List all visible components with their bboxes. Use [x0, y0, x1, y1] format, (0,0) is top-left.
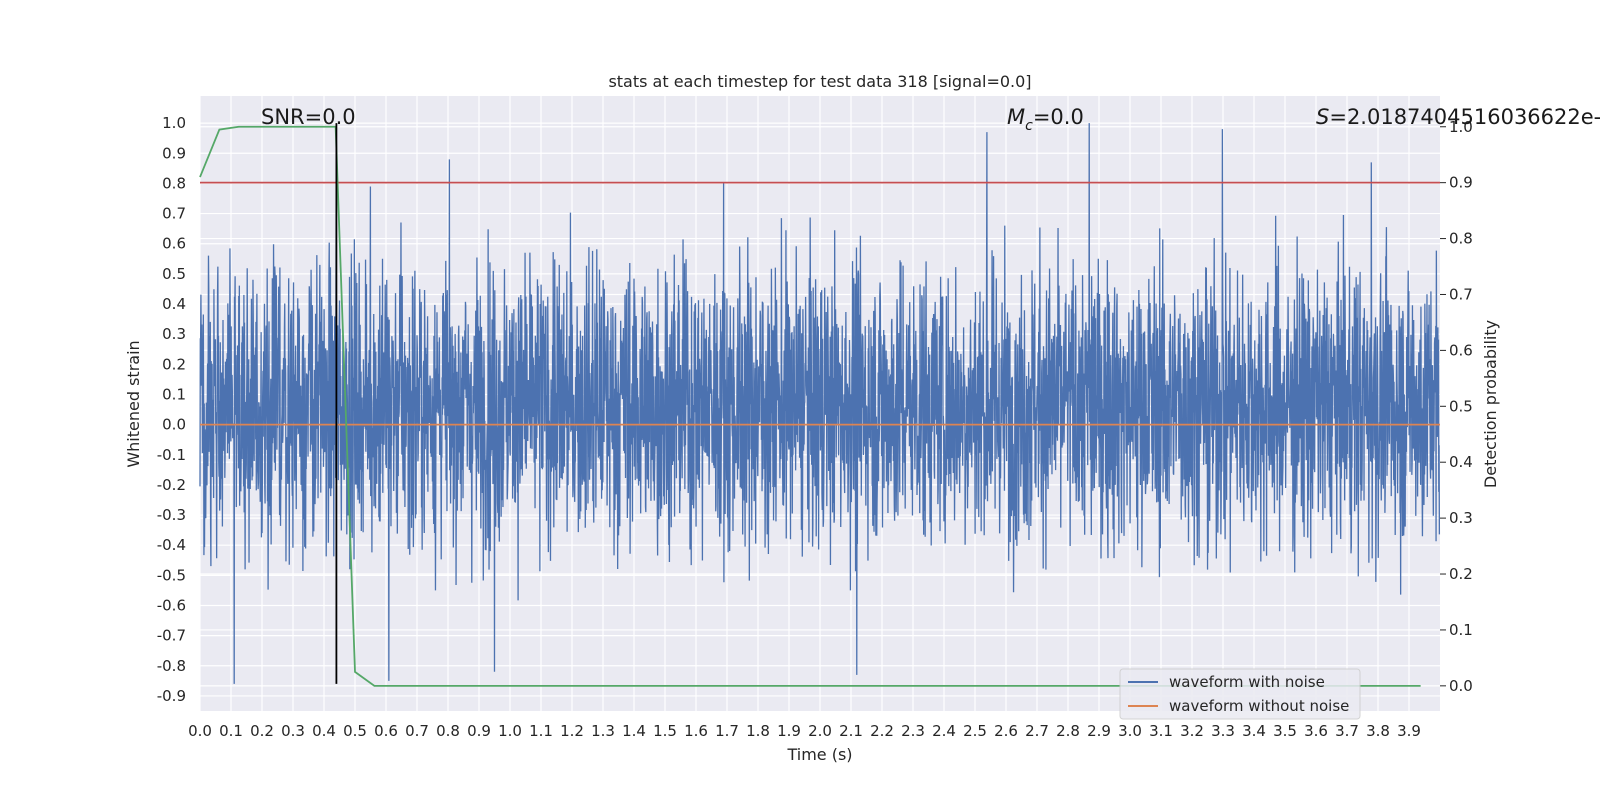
s-symbol: S	[1316, 105, 1329, 129]
y-tick-label: 0.5	[162, 265, 186, 283]
legend: waveform with noise waveform without noi…	[1119, 668, 1361, 720]
x-tick-label: 3.0	[1118, 722, 1142, 740]
chart-title: stats at each timestep for test data 318…	[608, 72, 1031, 91]
x-tick-label: 2.7	[1025, 722, 1049, 740]
y-tick-label: 0.0	[162, 416, 186, 434]
chirp-mass-symbol: M	[1007, 105, 1025, 129]
y-tick-label: 0.1	[162, 385, 186, 403]
x-tick-label: 0.5	[343, 722, 367, 740]
x-tick-label: 2.0	[808, 722, 832, 740]
legend-label-noise: waveform with noise	[1169, 673, 1325, 691]
x-axis-label: Time (s)	[786, 745, 852, 764]
y2-tick-label: 0.3	[1449, 509, 1473, 527]
x-tick-label: 0.2	[250, 722, 274, 740]
x-tick-label: 3.2	[1180, 722, 1204, 740]
x-tick-label: 1.0	[498, 722, 522, 740]
x-tick-label: 3.8	[1366, 722, 1390, 740]
x-tick-label: 1.3	[591, 722, 615, 740]
y-tick-label: 0.3	[162, 325, 186, 343]
y2-tick-label: 0.2	[1449, 565, 1473, 583]
x-tick-label: 0.7	[405, 722, 429, 740]
y-tick-label: -0.5	[157, 566, 186, 584]
chirp-mass-subscript: c	[1025, 118, 1033, 134]
x-tick-label: 0.9	[467, 722, 491, 740]
x-tick-label: 1.1	[529, 722, 553, 740]
y-tick-label: 0.8	[162, 174, 186, 192]
x-tick-labels: 0.0 0.1 0.2 0.3 0.4 0.5 0.6 0.7 0.8 0.9 1.0 1.1 1.2 1…	[188, 722, 1421, 740]
y-tick-label: -0.8	[157, 657, 186, 675]
y2-axis-label: Detection probability	[1481, 320, 1500, 488]
y2-tick-label: 0.1	[1449, 621, 1473, 639]
x-tick-label: 2.2	[870, 722, 894, 740]
s-annotation: S=2.0187404516036622e-	[1316, 105, 1600, 129]
x-tick-label: 0.4	[312, 722, 336, 740]
y-tick-label: -0.6	[157, 596, 186, 614]
y-tick-label: 0.4	[162, 295, 186, 313]
x-tick-label: 1.5	[653, 722, 677, 740]
x-tick-label: 3.9	[1397, 722, 1421, 740]
x-tick-label: 3.4	[1242, 722, 1266, 740]
y-tick-label: -0.1	[157, 446, 186, 464]
y2-tick-label: 0.0	[1449, 677, 1473, 695]
y-tick-label: -0.2	[157, 476, 186, 494]
y2-tick-label: 0.9	[1449, 174, 1473, 192]
y-tick-label: 0.2	[162, 355, 186, 373]
x-tick-label: 3.7	[1335, 722, 1359, 740]
x-tick-label: 2.1	[839, 722, 863, 740]
x-tick-label: 3.1	[1149, 722, 1173, 740]
overlay-lines	[199, 123, 1440, 687]
waveform-with-noise-line	[199, 123, 1441, 684]
x-tick-label: 1.4	[622, 722, 646, 740]
y2-tick-label: 0.8	[1449, 230, 1473, 248]
x-tick-label: 1.8	[746, 722, 770, 740]
y-tick-label: 1.0	[162, 114, 186, 132]
x-tick-label: 1.9	[777, 722, 801, 740]
legend-label-clean: waveform without noise	[1169, 697, 1349, 715]
x-tick-label: 3.5	[1273, 722, 1297, 740]
x-tick-label: 1.7	[715, 722, 739, 740]
legend-box	[1119, 668, 1361, 720]
y-tick-labels: 1.0 0.9 0.8 0.7 0.6 0.5 0.4 0.3 0.2 0.1 0.0 -0.1 -0.…	[157, 114, 186, 705]
y2-tick-label: 0.4	[1449, 453, 1473, 471]
chirp-mass-value: =0.0	[1033, 105, 1084, 129]
y-tick-label: 0.6	[162, 235, 186, 253]
x-tick-label: 0.0	[188, 722, 212, 740]
y-axis-label: Whitened strain	[124, 340, 143, 467]
y2-tick-label: 1.0	[1449, 118, 1473, 136]
x-tick-label: 2.6	[994, 722, 1018, 740]
snr-annotation: SNR=0.0	[261, 105, 356, 129]
y-tick-label: -0.7	[157, 627, 186, 645]
y2-tick-label: 0.6	[1449, 341, 1473, 359]
detection-probability-line	[199, 125, 1421, 687]
y-tick-label: 0.9	[162, 144, 186, 162]
y-tick-label: -0.4	[157, 536, 186, 554]
y-tick-label: -0.9	[157, 687, 186, 705]
x-tick-label: 3.6	[1304, 722, 1328, 740]
x-tick-label: 2.5	[963, 722, 987, 740]
x-tick-label: 0.1	[219, 722, 243, 740]
y2-tick-labels: 1.0 0.9 0.8 0.7 0.6 0.5 0.4 0.3 0.2 0.1 0.0	[1440, 118, 1473, 695]
x-tick-label: 0.6	[374, 722, 398, 740]
x-tick-label: 3.3	[1211, 722, 1235, 740]
x-tick-label: 2.8	[1056, 722, 1080, 740]
y-tick-label: 0.7	[162, 205, 186, 223]
y2-tick-label: 0.5	[1449, 397, 1473, 415]
x-tick-label: 2.9	[1087, 722, 1111, 740]
x-tick-label: 0.3	[281, 722, 305, 740]
s-value: =2.0187404516036622e-	[1329, 105, 1600, 129]
x-tick-label: 2.4	[932, 722, 956, 740]
chirp-mass-annotation: Mc=0.0	[1007, 105, 1084, 134]
y2-tick-label: 0.7	[1449, 285, 1473, 303]
x-tick-label: 2.3	[901, 722, 925, 740]
y-tick-label: -0.3	[157, 506, 186, 524]
waveform-with-noise-series	[199, 123, 1441, 684]
x-tick-label: 1.2	[560, 722, 584, 740]
x-tick-label: 1.6	[684, 722, 708, 740]
x-tick-label: 0.8	[436, 722, 460, 740]
